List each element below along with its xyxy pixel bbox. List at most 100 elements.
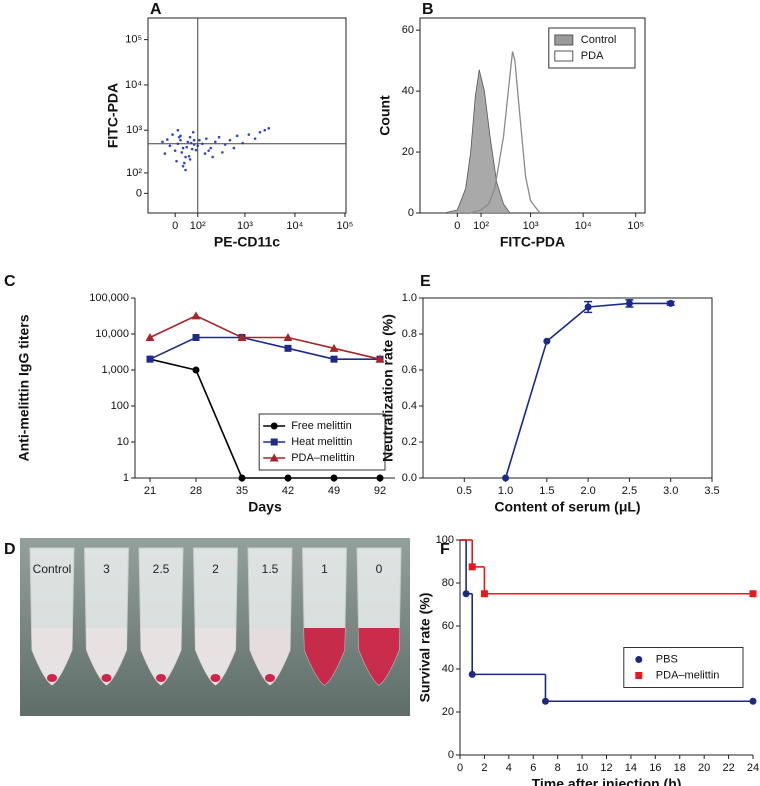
x-tick-label: 3.0	[663, 485, 678, 497]
y-tick-label: 10³	[126, 124, 142, 136]
dot	[173, 149, 177, 152]
marker	[635, 656, 643, 663]
y-tick-label: 60	[442, 620, 454, 632]
legend-label: PDA–melittin	[291, 452, 355, 464]
marker	[192, 366, 200, 374]
legend-label: Free melittin	[291, 420, 352, 432]
y-tick-label: 1,000	[101, 364, 129, 376]
legend-swatch	[554, 50, 574, 62]
tube-liquid	[195, 628, 236, 685]
marker	[468, 563, 476, 571]
tube-label: 2.5	[153, 562, 170, 576]
marker	[270, 422, 278, 430]
dot	[161, 140, 164, 144]
x-tick-label: 22	[722, 762, 734, 774]
x-axis-label: Time after injection (h)	[532, 776, 682, 786]
dot	[198, 138, 201, 142]
dot	[168, 144, 172, 148]
y-tick-label: 80	[442, 577, 454, 589]
series-line	[149, 336, 380, 360]
marker	[749, 697, 757, 705]
tube-pellet	[210, 674, 221, 682]
dot	[181, 164, 185, 168]
dot	[184, 168, 187, 172]
x-tick-label: 10²	[190, 220, 206, 232]
x-tick-label: 10²	[473, 220, 489, 232]
panel-letter: C	[4, 273, 16, 290]
panel-letter: D	[4, 541, 16, 558]
x-axis-label: FITC-PDA	[500, 234, 565, 250]
x-tick-label: 4	[506, 762, 512, 774]
series-line	[149, 358, 380, 479]
dot	[194, 148, 198, 152]
tube-pellet	[47, 674, 57, 682]
legend-label: PDA	[581, 50, 604, 62]
tube-liquid	[31, 628, 73, 685]
series-line	[504, 302, 671, 479]
marker	[502, 474, 510, 482]
y-tick-label: 0.6	[402, 364, 417, 376]
dot	[205, 137, 208, 140]
x-tick-label: 14	[625, 762, 637, 774]
dot	[188, 135, 192, 139]
dot	[253, 137, 257, 140]
y-tick-label: 10²	[126, 167, 142, 179]
x-tick-label: 10⁴	[286, 220, 303, 232]
dot	[247, 133, 251, 136]
x-tick-label: 20	[698, 762, 710, 774]
x-tick-label: 10	[576, 762, 588, 774]
x-tick-label: 6	[530, 762, 536, 774]
dot	[191, 130, 195, 134]
marker	[329, 343, 339, 352]
legend-label: Heat melittin	[291, 436, 352, 448]
x-tick-label: 42	[282, 485, 294, 497]
dot	[180, 151, 184, 154]
series-line	[149, 314, 381, 360]
dot	[207, 149, 210, 152]
panel-letter: F	[440, 541, 450, 558]
x-tick-label: 2.0	[580, 485, 595, 497]
marker	[284, 474, 292, 482]
y-tick-label: 0.8	[402, 328, 417, 340]
dot	[263, 128, 267, 132]
y-tick-label: 0	[408, 207, 414, 219]
y-tick-label: 100	[436, 534, 454, 546]
dot	[171, 133, 174, 136]
y-tick-label: 100,000	[89, 292, 129, 304]
marker	[462, 590, 470, 598]
tube-label: 1	[321, 562, 328, 576]
x-tick-label: 10⁵	[337, 220, 354, 232]
x-tick-label: 21	[144, 485, 156, 497]
y-tick-label: 0.0	[402, 472, 417, 484]
y-tick-label: 20	[442, 706, 454, 718]
tube-label: 2	[212, 562, 219, 576]
x-tick-label: 49	[328, 485, 340, 497]
dot	[192, 138, 196, 142]
histogram-curve	[443, 69, 511, 214]
tube-label: 3	[103, 562, 110, 576]
dot	[213, 140, 217, 144]
y-axis-label: Count	[377, 95, 393, 136]
tube-liquid	[86, 628, 127, 685]
tube-pellet	[101, 674, 112, 682]
marker	[284, 344, 292, 352]
legend-label: PBS	[656, 653, 678, 665]
panel-letter: A	[150, 1, 162, 18]
x-tick-label: 10³	[523, 220, 539, 232]
dot	[184, 155, 187, 159]
panel-letter: E	[420, 273, 431, 290]
dot	[203, 152, 207, 155]
tube-label: 1.5	[262, 562, 279, 576]
x-tick-label: 0	[457, 762, 463, 774]
tube-pellet	[265, 674, 275, 682]
y-tick-label: 10,000	[95, 328, 129, 340]
y-axis-label: FITC-PDA	[105, 83, 121, 148]
x-tick-label: 0	[172, 220, 178, 232]
marker	[543, 337, 551, 345]
plot-frame	[419, 17, 646, 214]
y-tick-label: 1	[123, 472, 129, 484]
marker	[749, 590, 757, 598]
dot	[186, 140, 190, 144]
x-tick-label: 8	[555, 762, 561, 774]
